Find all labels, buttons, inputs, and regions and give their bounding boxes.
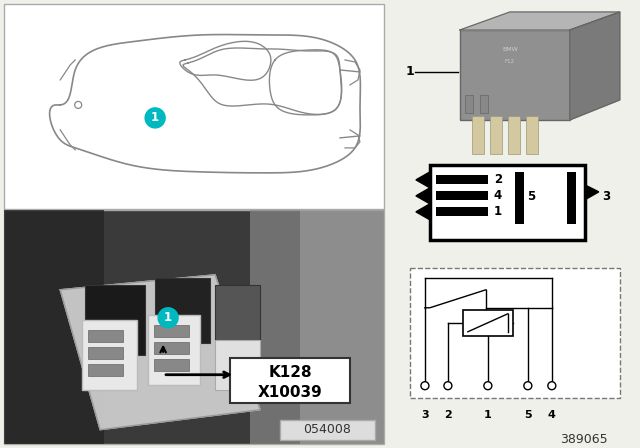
Bar — [154, 342, 189, 354]
Bar — [460, 30, 570, 120]
Bar — [526, 116, 538, 154]
Text: 1: 1 — [484, 409, 492, 420]
Polygon shape — [570, 12, 620, 120]
Bar — [250, 210, 384, 444]
Bar — [280, 420, 375, 439]
Bar — [154, 325, 189, 337]
Text: 2: 2 — [444, 409, 452, 420]
Bar — [148, 315, 200, 385]
Bar — [4, 210, 384, 444]
Text: 3: 3 — [602, 190, 610, 203]
Circle shape — [145, 108, 165, 128]
Bar — [436, 175, 488, 184]
Bar — [155, 278, 210, 343]
Polygon shape — [460, 12, 620, 30]
Polygon shape — [585, 185, 599, 200]
Text: 1: 1 — [494, 205, 502, 218]
Polygon shape — [416, 172, 430, 188]
Text: 1: 1 — [151, 112, 159, 125]
Bar — [410, 268, 620, 398]
Bar — [463, 310, 513, 336]
Bar — [82, 320, 137, 390]
Text: F12: F12 — [505, 60, 515, 65]
Bar — [508, 116, 520, 154]
Circle shape — [158, 308, 178, 328]
Bar — [430, 165, 585, 240]
Bar — [88, 347, 123, 359]
Bar — [515, 172, 524, 224]
Text: BMW: BMW — [502, 47, 518, 52]
Text: 5: 5 — [527, 190, 535, 203]
Text: 1: 1 — [164, 311, 172, 324]
Bar — [436, 207, 488, 216]
Text: 054008: 054008 — [303, 423, 351, 436]
Circle shape — [524, 382, 532, 390]
Text: 1: 1 — [406, 65, 414, 78]
Bar — [436, 191, 488, 200]
Text: K128: K128 — [268, 365, 312, 380]
Polygon shape — [416, 204, 430, 220]
Bar — [300, 210, 384, 444]
Bar — [88, 330, 123, 342]
Bar — [85, 285, 145, 355]
Bar — [4, 210, 104, 444]
Bar — [215, 285, 260, 340]
Bar — [567, 172, 576, 224]
Circle shape — [444, 382, 452, 390]
Bar — [88, 364, 123, 376]
Bar — [480, 95, 488, 113]
Text: 5: 5 — [524, 409, 532, 420]
Bar — [490, 116, 502, 154]
Text: 3: 3 — [421, 409, 429, 420]
Text: 4: 4 — [494, 190, 502, 202]
Circle shape — [484, 382, 492, 390]
Text: X10039: X10039 — [258, 385, 323, 400]
Polygon shape — [60, 275, 260, 430]
Polygon shape — [416, 188, 430, 204]
Bar — [4, 4, 384, 209]
Text: 389065: 389065 — [560, 433, 608, 446]
Bar — [154, 359, 189, 370]
Text: 4: 4 — [548, 409, 556, 420]
Bar — [472, 116, 484, 154]
Bar — [215, 340, 260, 390]
Text: 2: 2 — [494, 173, 502, 186]
Bar — [230, 358, 350, 403]
Circle shape — [421, 382, 429, 390]
Bar — [465, 95, 473, 113]
Circle shape — [548, 382, 556, 390]
